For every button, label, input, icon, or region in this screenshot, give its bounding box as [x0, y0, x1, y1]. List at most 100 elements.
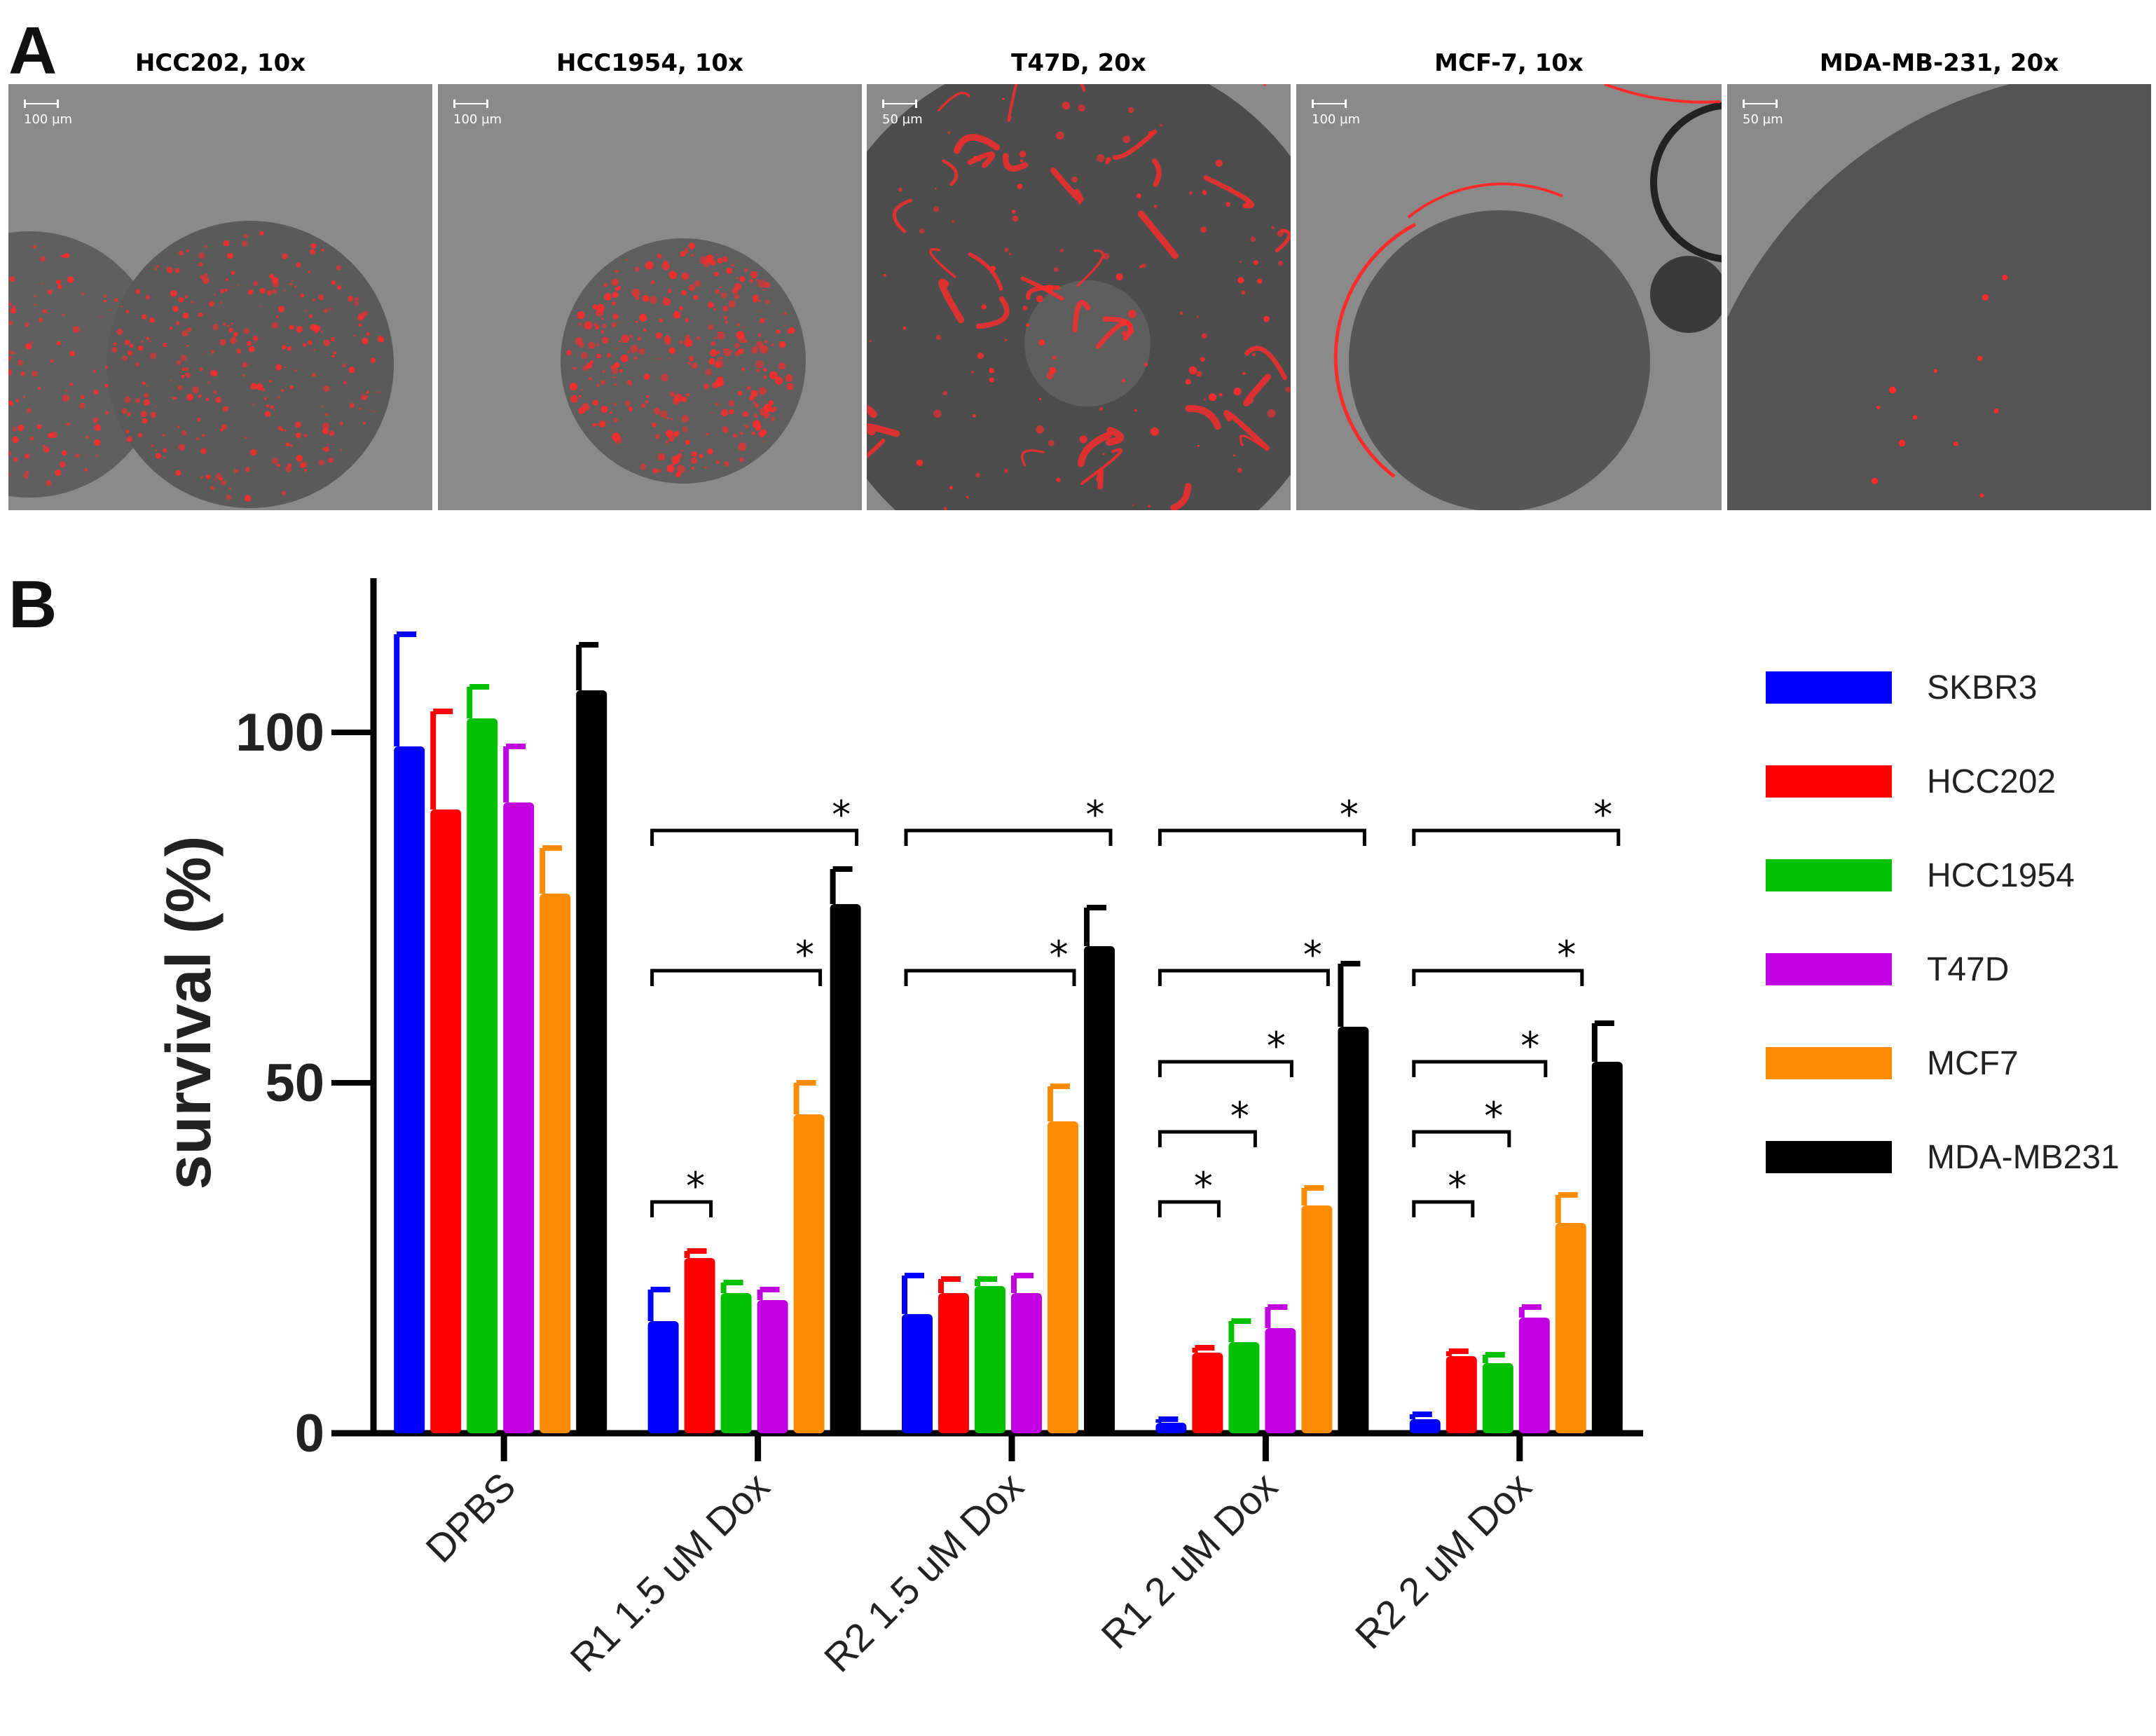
- significance-bracket: [1158, 1060, 1293, 1077]
- significance-star: *: [1230, 1094, 1249, 1138]
- legend-label: MDA-MB231: [1927, 1139, 2120, 1176]
- significance-bracket: [1412, 1130, 1511, 1147]
- bar: [1591, 1062, 1623, 1433]
- significance-star: *: [1194, 1164, 1213, 1208]
- significance-bracket: [904, 828, 1113, 846]
- x-tick-label: R2 2 uM Dox: [1347, 1464, 1540, 1658]
- significance-bracket: [1412, 969, 1584, 986]
- bar: [1011, 1293, 1042, 1433]
- bar: [1265, 1328, 1296, 1433]
- bar: [1228, 1342, 1260, 1433]
- bar: [1409, 1419, 1441, 1433]
- bar: [1555, 1223, 1586, 1433]
- significance-star: *: [1484, 1094, 1503, 1138]
- significance-bracket: [1412, 1060, 1548, 1077]
- panel-a-label: A: [8, 13, 57, 88]
- significance-bracket: [1158, 1200, 1221, 1217]
- significance-bracket: [904, 969, 1076, 986]
- panel-b-label: B: [8, 567, 57, 642]
- legend-label: MCF7: [1927, 1045, 2019, 1082]
- significance-star: *: [1557, 933, 1576, 977]
- legend-swatch: [1766, 1047, 1892, 1079]
- micrograph-image: 100 µm: [8, 84, 432, 510]
- legend-item: MCF7: [1766, 1041, 2130, 1084]
- x-tick-label: R1 1.5 uM Dox: [561, 1464, 778, 1681]
- micrograph-title: HCC202, 10x: [135, 49, 306, 77]
- bar: [1301, 1205, 1333, 1433]
- scale-bar: 100 µm: [1312, 100, 1360, 127]
- legend-swatch: [1766, 765, 1892, 798]
- scale-bar-label: 100 µm: [453, 112, 502, 127]
- significance-bracket: [1158, 828, 1366, 846]
- micrograph-image: 50 µm: [867, 84, 1291, 510]
- legend-label: T47D: [1927, 951, 2010, 988]
- bar: [576, 690, 607, 1433]
- significance-bracket: [1158, 969, 1330, 986]
- bar: [902, 1314, 933, 1433]
- y-tick-label: 0: [295, 1404, 324, 1463]
- legend-label: HCC1954: [1927, 857, 2075, 894]
- legend-swatch: [1766, 953, 1892, 985]
- bar: [503, 802, 535, 1433]
- significance-star: *: [1267, 1024, 1286, 1068]
- scale-bar-label: 100 µm: [1312, 112, 1361, 127]
- legend-label: HCC202: [1927, 763, 2057, 800]
- bar: [1338, 1027, 1369, 1433]
- significance-star: *: [1086, 793, 1105, 837]
- bar: [720, 1293, 752, 1433]
- y-tick-label: 50: [265, 1053, 324, 1113]
- significance-bracket: [1158, 1130, 1257, 1147]
- significance-bracket: [650, 828, 859, 846]
- bar: [647, 1321, 679, 1433]
- bar: [830, 904, 861, 1433]
- bar: [1518, 1318, 1550, 1433]
- legend-item: SKBR3: [1766, 666, 2130, 708]
- x-tick-label: R2 1.5 uM Dox: [816, 1464, 1032, 1681]
- micrograph-title: T47D, 20x: [1011, 49, 1146, 77]
- bar: [1446, 1356, 1477, 1433]
- significance-bracket: [1412, 828, 1621, 846]
- significance-bracket: [650, 1200, 713, 1217]
- scale-bar-label: 100 µm: [24, 112, 73, 127]
- x-tick-label: DPBS: [417, 1464, 523, 1571]
- legend-item: HCC202: [1766, 760, 2130, 802]
- significance-star: *: [832, 793, 851, 837]
- significance-star: *: [1520, 1024, 1539, 1068]
- bar: [467, 718, 498, 1433]
- significance-bracket: [650, 969, 823, 986]
- x-tick-label: R1 2 uM Dox: [1092, 1464, 1286, 1658]
- bar: [938, 1293, 969, 1433]
- significance-star: *: [795, 933, 814, 977]
- legend-label: SKBR3: [1927, 669, 2038, 706]
- scale-bar: 100 µm: [24, 100, 72, 127]
- y-tick-label: 100: [235, 703, 324, 763]
- micrograph-title: MDA-MB-231, 20x: [1819, 49, 2059, 77]
- y-axis-label: survival (%): [154, 835, 224, 1189]
- significance-star: *: [1050, 933, 1069, 977]
- bar: [1155, 1423, 1187, 1433]
- scale-bar-label: 50 µm: [882, 112, 923, 127]
- scale-bar-label: 50 µm: [1743, 112, 1783, 127]
- bar: [1192, 1353, 1223, 1433]
- significance-star: *: [1593, 793, 1612, 837]
- bar: [1482, 1363, 1513, 1433]
- micrograph-image: 100 µm: [438, 84, 862, 510]
- legend-swatch: [1766, 859, 1892, 891]
- micrograph-image: 100 µm: [1296, 84, 1722, 510]
- scale-bar: 50 µm: [882, 100, 923, 127]
- significance-bracket: [1412, 1200, 1475, 1217]
- micrograph-title: HCC1954, 10x: [556, 49, 743, 77]
- bar: [540, 894, 571, 1433]
- scale-bar: 100 µm: [453, 100, 502, 127]
- micrograph-image: 50 µm: [1727, 84, 2151, 510]
- legend-swatch: [1766, 671, 1892, 704]
- bar: [684, 1258, 715, 1433]
- legend-item: HCC1954: [1766, 854, 2130, 896]
- bar: [1084, 946, 1115, 1433]
- significance-star: *: [1448, 1164, 1467, 1208]
- significance-star: *: [1303, 933, 1322, 977]
- bar: [430, 809, 462, 1433]
- bar: [1048, 1121, 1078, 1433]
- legend-item: MDA-MB231: [1766, 1135, 2130, 1177]
